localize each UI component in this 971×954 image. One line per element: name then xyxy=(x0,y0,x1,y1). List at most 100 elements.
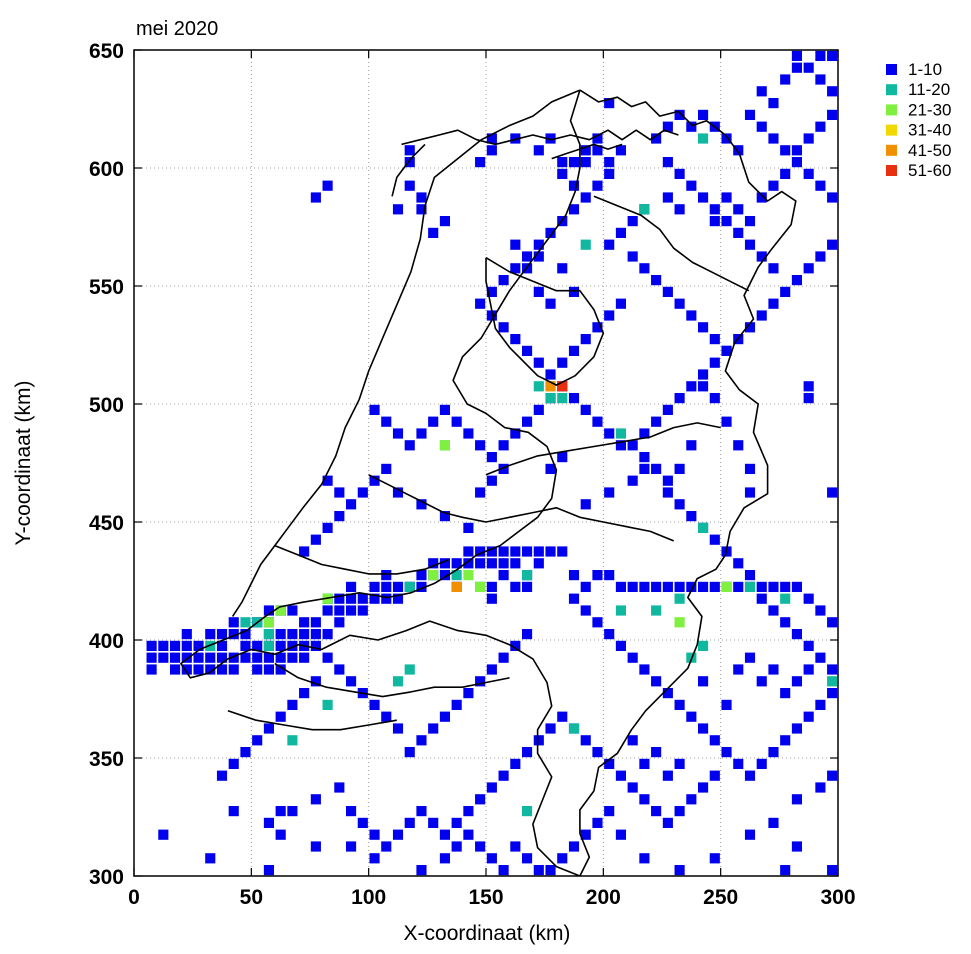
heatmap-cell xyxy=(698,723,709,734)
heatmap-cell xyxy=(439,570,450,581)
heatmap-cell xyxy=(827,239,838,250)
heatmap-cell xyxy=(240,617,251,628)
heatmap-cell xyxy=(827,487,838,498)
heatmap-cell xyxy=(263,629,274,640)
heatmap-cell xyxy=(709,853,720,864)
heatmap-cell xyxy=(463,570,474,581)
heatmap-cell xyxy=(252,664,263,675)
heatmap-cell xyxy=(381,570,392,581)
heatmap-cell xyxy=(252,652,263,663)
heatmap-cell xyxy=(451,558,462,569)
heatmap-cell xyxy=(170,664,181,675)
heatmap-cell xyxy=(392,428,404,439)
heatmap-cell xyxy=(545,463,556,474)
heatmap-cell xyxy=(428,723,439,734)
heatmap-cell xyxy=(721,216,732,227)
heatmap-cell xyxy=(604,758,615,769)
heatmap-cell xyxy=(662,475,673,486)
heatmap-cell xyxy=(545,381,556,392)
heatmap-cell xyxy=(815,251,826,262)
heatmap-cell xyxy=(709,735,720,746)
heatmap-cell xyxy=(791,275,802,286)
heatmap-cell xyxy=(827,617,838,628)
heatmap-cell xyxy=(604,239,615,250)
heatmap-cell xyxy=(322,652,333,663)
heatmap-cell xyxy=(615,770,626,781)
heatmap-cell xyxy=(228,664,239,675)
heatmap-cell xyxy=(533,558,544,569)
heatmap-cell xyxy=(545,133,556,144)
heatmap-cell xyxy=(768,581,779,592)
heatmap-cell xyxy=(451,416,462,427)
heatmap-cell xyxy=(404,747,415,758)
heatmap-cell xyxy=(533,381,544,392)
heatmap-cell xyxy=(580,145,591,156)
heatmap-cell xyxy=(404,157,415,168)
heatmap-cell xyxy=(463,688,474,699)
heatmap-cell xyxy=(791,794,802,805)
heatmap-cell xyxy=(216,640,228,651)
heatmap-cell xyxy=(756,310,767,321)
heatmap-cell xyxy=(580,404,591,415)
heatmap-cell xyxy=(744,109,756,120)
heatmap-cell xyxy=(346,581,357,592)
heatmap-cell xyxy=(803,381,814,392)
legend-label: 1-10 xyxy=(908,60,942,79)
heatmap-cell xyxy=(498,275,509,286)
heatmap-cell xyxy=(240,747,251,758)
heatmap-cell xyxy=(709,581,720,592)
heatmap-cell xyxy=(615,227,626,238)
heatmap-cell xyxy=(310,617,321,628)
heatmap-cell xyxy=(451,570,462,581)
heatmap-cell xyxy=(674,499,685,510)
heatmap-cell xyxy=(674,168,685,179)
heatmap-cell xyxy=(557,357,568,368)
heatmap-cell xyxy=(498,558,509,569)
heatmap-cell xyxy=(592,180,603,191)
heatmap-cell xyxy=(158,652,169,663)
heatmap-cell xyxy=(451,581,462,592)
heatmap-cell xyxy=(686,381,697,392)
heatmap-cell xyxy=(545,369,556,380)
heatmap-cell xyxy=(310,676,321,687)
heatmap-cell xyxy=(533,404,544,415)
heatmap-cell xyxy=(510,640,521,651)
heatmap-cell xyxy=(709,204,720,215)
heatmap-cell xyxy=(216,652,228,663)
heatmap-cell xyxy=(815,180,826,191)
heatmap-cell xyxy=(310,841,321,852)
x-tick-label: 200 xyxy=(586,886,621,909)
heatmap-cell xyxy=(263,723,274,734)
heatmap-cell xyxy=(791,62,802,73)
heatmap-cell xyxy=(334,487,345,498)
heatmap-cell xyxy=(310,629,321,640)
heatmap-cell xyxy=(744,322,756,333)
heatmap-cell xyxy=(475,546,486,557)
heatmap-cell xyxy=(334,664,345,675)
heatmap-cell xyxy=(674,865,685,876)
heatmap-cell xyxy=(768,98,779,109)
heatmap-cell xyxy=(533,865,544,876)
heatmap-cell xyxy=(533,546,544,557)
x-tick-label: 250 xyxy=(703,886,738,909)
heatmap-cell xyxy=(310,640,321,651)
heatmap-cell xyxy=(815,605,826,616)
heatmap-cell xyxy=(287,699,298,710)
heatmap-cell xyxy=(475,841,486,852)
heatmap-cell xyxy=(486,310,497,321)
legend-swatch xyxy=(886,144,897,156)
heatmap-cell xyxy=(369,593,380,604)
heatmap-cell xyxy=(287,735,298,746)
heatmap-cell xyxy=(228,629,239,640)
heatmap-cell xyxy=(604,428,615,439)
heatmap-cell xyxy=(768,664,779,675)
heatmap-cell xyxy=(510,581,521,592)
heatmap-cell xyxy=(439,711,450,722)
heatmap-cell xyxy=(827,192,838,203)
heatmap-cell xyxy=(756,121,767,132)
heatmap-cell xyxy=(721,747,732,758)
legend-label: 51-60 xyxy=(908,161,951,180)
heatmap-cell xyxy=(686,440,697,451)
legend-swatch xyxy=(886,104,897,116)
